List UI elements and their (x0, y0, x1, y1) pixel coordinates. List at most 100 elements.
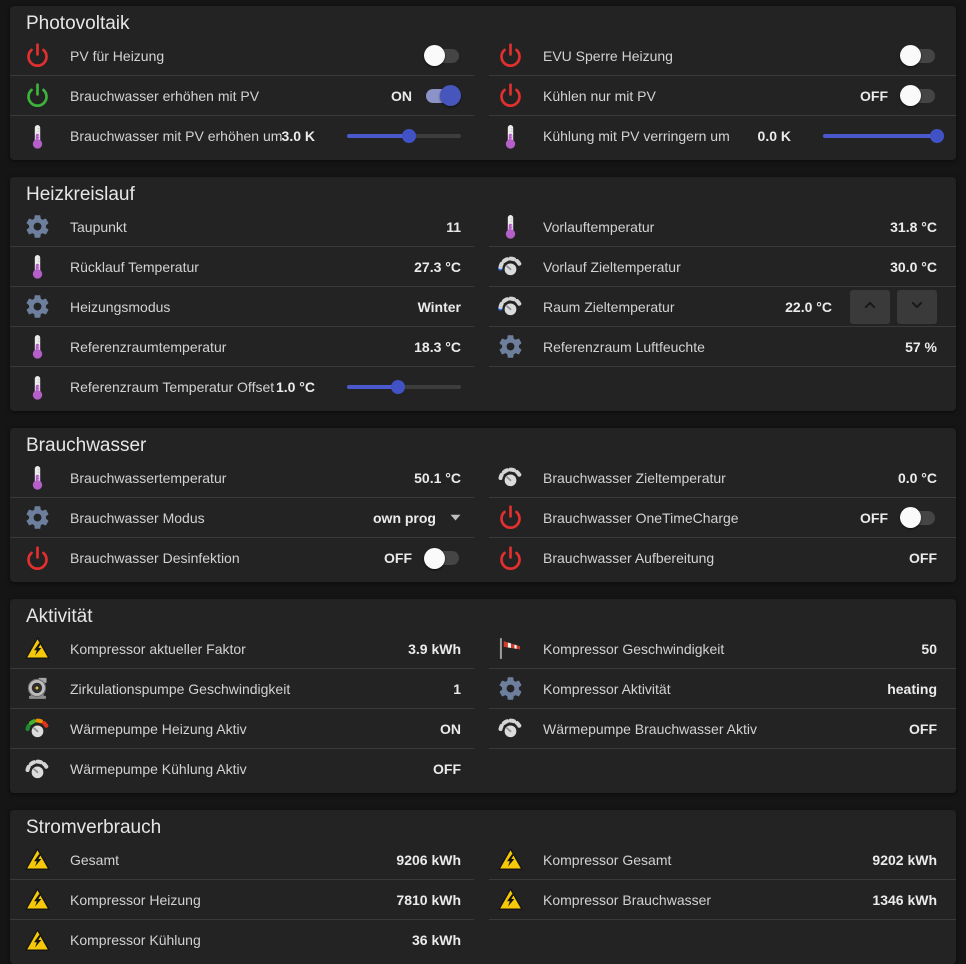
toggle-switch[interactable] (900, 45, 935, 66)
toggle-knob (424, 45, 445, 66)
entity-label: Wärmepumpe Brauchwasser Aktiv (543, 720, 757, 737)
entity-label: Kompressor Gesamt (543, 851, 672, 868)
slider-value: 0.0 K (757, 128, 791, 144)
column-left: Kompressor aktueller Faktor 3.9 kWh Zirkul… (10, 629, 483, 789)
entity-row[interactable]: Kompressor Gesamt 9202 kWh (489, 840, 956, 880)
entity-value: Winter (417, 298, 461, 315)
entity-label: Kompressor Heizung (70, 891, 201, 908)
entity-row[interactable]: Taupunkt 11 (10, 207, 474, 247)
gear-icon (24, 504, 51, 531)
entity-label: Zirkulationspumpe Geschwindigkeit (70, 680, 291, 697)
toggle-switch[interactable] (426, 85, 461, 106)
power-red-icon (24, 545, 51, 572)
section-title: Photovoltaik (26, 13, 130, 34)
entity-row[interactable]: Brauchwasser mit PV erhöhen um 3.0 K (10, 116, 474, 156)
entity-row[interactable]: Brauchwasser OneTimeCharge OFF (489, 498, 956, 538)
entity-label: Kompressor Kühlung (70, 932, 201, 948)
column-right: Brauchwasser Zieltemperatur 0.0 °C Brauchw… (483, 458, 956, 578)
section-heizkreislauf: Heizkreislauf Taupunkt 11 Rücklauf Temperat… (10, 177, 956, 411)
decrease-button[interactable] (897, 289, 937, 324)
toggle-switch[interactable] (900, 507, 935, 528)
slider[interactable] (347, 129, 461, 143)
section-columns: Kompressor aktueller Faktor 3.9 kWh Zirkul… (10, 629, 956, 789)
entity-row[interactable]: Wärmepumpe Brauchwasser Aktiv OFF (489, 709, 956, 749)
entity-row[interactable]: Wärmepumpe Heizung Aktiv ON (10, 709, 474, 749)
entity-row[interactable]: Kompressor aktueller Faktor 3.9 kWh (10, 629, 474, 669)
warning-icon (497, 886, 524, 913)
entity-row[interactable]: Referenzraum Temperatur Offset 1.0 °C (10, 367, 474, 407)
entity-row[interactable]: Wärmepumpe Kühlung Aktiv OFF (10, 749, 474, 789)
entity-row[interactable]: Brauchwasser Aufbereitung OFF (489, 538, 956, 578)
temperature-stepper (850, 289, 937, 324)
slider-handle[interactable] (401, 129, 416, 143)
entity-value: 1 (453, 680, 461, 697)
entity-row[interactable]: Kühlen nur mit PV OFF (489, 76, 956, 116)
entity-row[interactable]: EVU Sperre Heizung (489, 36, 956, 76)
entity-row[interactable]: Kompressor Heizung 7810 kWh (10, 880, 474, 920)
thermometer-icon (497, 213, 524, 240)
entity-row[interactable]: Referenzraum Luftfeuchte 57 % (489, 327, 956, 367)
entity-label: Brauchwasser Aufbereitung (543, 550, 715, 566)
slider-handle[interactable] (930, 129, 944, 143)
entity-row[interactable]: Kompressor Geschwindigkeit 50 (489, 629, 956, 669)
entity-label: Brauchwasser Desinfektion (70, 550, 240, 566)
entity-label: Kompressor Brauchwasser (543, 891, 712, 908)
entity-row[interactable]: Brauchwassertemperatur 50.1 °C (10, 458, 474, 498)
entity-row[interactable]: Kühlung mit PV verringern um 0.0 K (489, 116, 956, 156)
thermometer-icon (24, 374, 51, 401)
warning-icon (24, 635, 51, 662)
entity-row[interactable]: Vorlauftemperatur 31.8 °C (489, 207, 956, 247)
entity-value: 11 (446, 218, 461, 235)
entity-row[interactable]: PV für Heizung (10, 36, 474, 76)
entity-label: Brauchwasser Modus (70, 509, 205, 526)
entity-value: 30.0 °C (890, 258, 937, 275)
slider[interactable] (347, 380, 461, 394)
slider-value: 1.0 °C (275, 379, 315, 395)
entity-value: 31.8 °C (890, 218, 937, 235)
section-title: Heizkreislauf (26, 184, 135, 205)
toggle-switch[interactable] (424, 45, 459, 66)
entity-row[interactable]: Rücklauf Temperatur 27.3 °C (10, 247, 474, 287)
entity-row[interactable]: Referenzraumtemperatur 18.3 °C (10, 327, 474, 367)
entity-row[interactable]: Brauchwasser Desinfektion OFF (10, 538, 474, 578)
gear-icon (24, 213, 51, 240)
thermometer-icon (24, 464, 51, 491)
thermometer-icon (24, 123, 51, 150)
entity-label: EVU Sperre Heizung (543, 47, 673, 64)
slider-handle[interactable] (391, 380, 406, 394)
entity-row[interactable]: Brauchwasser Modus own prog (10, 498, 474, 538)
entity-row[interactable]: Zirkulationspumpe Geschwindigkeit 1 (10, 669, 474, 709)
entity-row[interactable]: Gesamt 9206 kWh (10, 840, 474, 880)
column-right: EVU Sperre Heizung Kühlen nur mit PV OFF Kü… (483, 36, 956, 156)
column-left: Brauchwassertemperatur 50.1 °C Brauchwasse… (10, 458, 483, 578)
warning-icon (24, 886, 51, 913)
entity-row[interactable]: Brauchwasser Zieltemperatur 0.0 °C (489, 458, 956, 498)
entity-row[interactable]: Kompressor Brauchwasser 1346 kWh (489, 880, 956, 920)
entity-label: Referenzraumtemperatur (70, 338, 227, 355)
column-right: Kompressor Gesamt 9202 kWh Kompressor Brau… (483, 840, 956, 960)
increase-button[interactable] (850, 289, 890, 324)
entity-label: Kompressor aktueller Faktor (70, 640, 246, 657)
thermometer-icon (24, 333, 51, 360)
mode-select[interactable]: own prog (373, 510, 461, 526)
entity-row[interactable]: Vorlauf Zieltemperatur 30.0 °C (489, 247, 956, 287)
toggle-knob (424, 547, 445, 569)
entity-label: Brauchwasser Zieltemperatur (543, 469, 726, 486)
entity-row[interactable]: Raum Zieltemperatur 22.0 °C (489, 287, 956, 327)
slider[interactable] (823, 129, 944, 143)
section-title: Brauchwasser (26, 435, 147, 456)
entity-label: Gesamt (70, 851, 120, 868)
entity-row[interactable]: Brauchwasser erhöhen mit PV ON (10, 76, 474, 116)
chevron-down-icon (907, 295, 927, 318)
toggle-switch[interactable] (424, 547, 459, 569)
toggle-state-label: OFF (860, 509, 888, 526)
toggle-switch[interactable] (900, 85, 935, 106)
entity-label: Raum Zieltemperatur (543, 298, 675, 315)
entity-row[interactable]: Heizungsmodus Winter (10, 287, 474, 327)
entity-value: 3.9 kWh (408, 640, 461, 657)
entity-row[interactable]: Kompressor Aktivität heating (489, 669, 956, 709)
entity-row[interactable]: Kompressor Kühlung 36 kWh (10, 920, 474, 960)
section-brauchwasser: Brauchwasser Brauchwassertemperatur 50.1 °… (10, 428, 956, 582)
entity-value: 50.1 °C (414, 469, 461, 486)
